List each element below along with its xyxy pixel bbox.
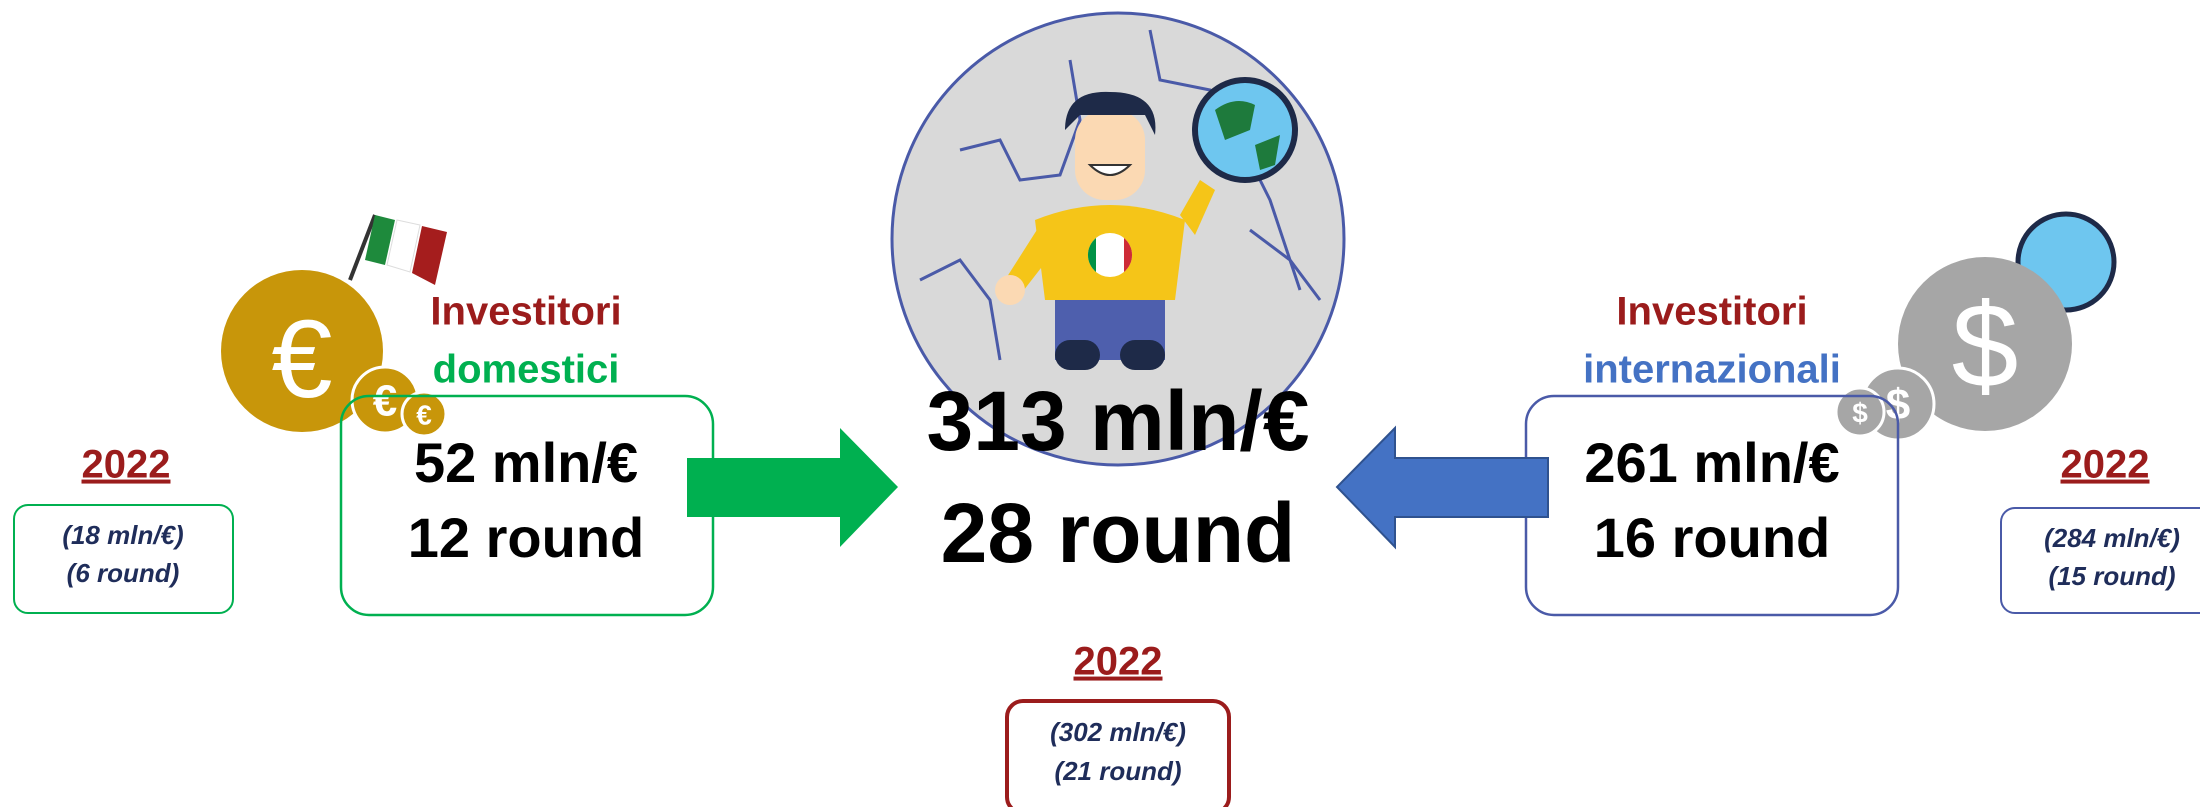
dollar-coin-icon: $ $ $ [1834,211,2117,442]
heading: internazionali [1583,348,1841,392]
amount: 261 mln/€ [1584,431,1839,494]
year: 2022 [1074,640,1163,684]
svg-text:€: € [373,377,397,426]
euro-coin-icon: € € € [221,214,448,438]
amount: 52 mln/€ [414,431,638,494]
previous-amount: (18 mln/€) [62,520,183,550]
previous-amount: (302 mln/€) [1050,717,1186,747]
heading: Investitori [1616,290,1807,334]
total-rounds: 28 round [941,486,1296,580]
total-amount: 313 mln/€ [927,374,1310,468]
previous-amount: (284 mln/€) [2044,523,2180,553]
rounds: 12 round [408,506,644,569]
svg-text:$: $ [1852,397,1868,428]
year: 2022 [2061,443,2150,487]
heading: Investitori [430,290,621,334]
svg-text:€: € [271,298,332,421]
previous-rounds: (21 round) [1054,756,1181,786]
previous-box [13,504,234,614]
rounds: 16 round [1594,506,1830,569]
svg-text:€: € [416,399,432,430]
arrow-left [1335,425,1549,550]
previous-rounds: (6 round) [67,558,180,588]
svg-text:$: $ [1952,279,2019,413]
arrow-right [687,428,898,547]
globe-illustration [890,11,1346,467]
previous-rounds: (15 round) [2048,561,2175,591]
year: 2022 [82,443,171,487]
heading: domestici [433,348,620,392]
previous-box [1005,699,1231,812]
previous-box [2000,507,2200,614]
